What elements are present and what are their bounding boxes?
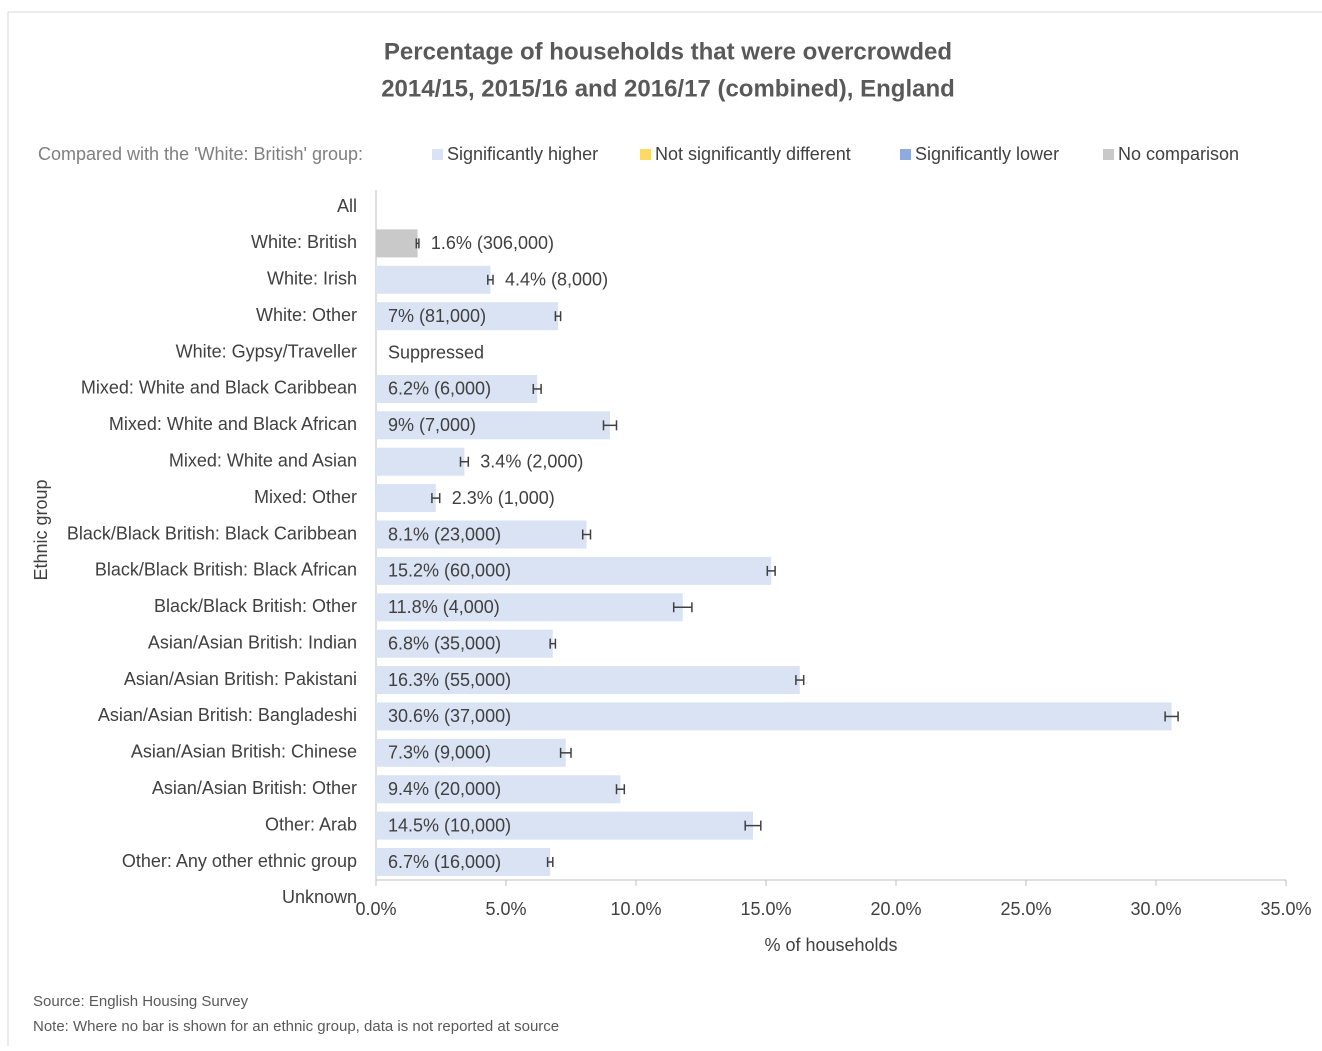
data-label: 6.2% (6,000) [388, 379, 491, 399]
y-tick-label: Asian/Asian British: Bangladeshi [98, 705, 357, 725]
x-tick-label: 15.0% [740, 899, 791, 919]
data-label: 1.6% (306,000) [431, 233, 554, 253]
y-tick-label: Black/Black British: Black Caribbean [67, 523, 357, 543]
bar [376, 302, 558, 331]
source: Source: English Housing Survey [33, 993, 249, 1010]
legend-swatch [432, 149, 443, 160]
data-label: 6.7% (16,000) [388, 852, 501, 872]
y-tick-label: Black/Black British: Black African [95, 560, 357, 580]
data-label: 2.3% (1,000) [452, 488, 555, 508]
x-tick-label: 10.0% [610, 899, 661, 919]
data-label: 3.4% (2,000) [480, 451, 583, 471]
x-tick-label: 25.0% [1000, 899, 1051, 919]
y-axis-label: Ethnic group [31, 479, 51, 580]
x-tick-label: 30.0% [1130, 899, 1181, 919]
y-tick-label: Other: Arab [265, 814, 357, 834]
x-tick-label: 5.0% [485, 899, 526, 919]
y-tick-label: Mixed: White and Asian [169, 450, 357, 470]
data-label: 6.8% (35,000) [388, 633, 501, 653]
y-tick-label: White: Irish [267, 269, 357, 289]
data-label: 9.4% (20,000) [388, 779, 501, 799]
data-label: 7.3% (9,000) [388, 743, 491, 763]
data-label: 14.5% (10,000) [388, 815, 511, 835]
y-tick-label: Asian/Asian British: Pakistani [124, 669, 357, 689]
x-tick-label: 20.0% [870, 899, 921, 919]
y-tick-label: Mixed: White and Black Caribbean [81, 378, 357, 398]
bar [376, 629, 553, 658]
bar [376, 520, 587, 549]
x-tick-label: 0.0% [355, 899, 396, 919]
bar [376, 556, 772, 585]
y-tick-label: White: Other [256, 305, 357, 325]
bar [376, 229, 418, 258]
data-label: 30.6% (37,000) [388, 706, 511, 726]
bar [376, 447, 465, 476]
bar [376, 593, 683, 622]
legend-swatch [1103, 149, 1114, 160]
legend-label: Significantly higher [447, 144, 598, 164]
legend-label: No comparison [1118, 144, 1239, 164]
y-tick-label: Asian/Asian British: Indian [148, 632, 357, 652]
x-tick-label: 35.0% [1260, 899, 1311, 919]
bar [376, 738, 566, 767]
data-label: 7% (81,000) [388, 306, 486, 326]
data-label: 8.1% (23,000) [388, 524, 501, 544]
legend-label: Not significantly different [655, 144, 851, 164]
chart-title: Percentage of households that were overc… [384, 38, 952, 65]
bar [376, 775, 621, 804]
note: Note: Where no bar is shown for an ethni… [33, 1018, 559, 1035]
data-label: 11.8% (4,000) [388, 597, 500, 617]
y-tick-label: Asian/Asian British: Chinese [131, 742, 357, 762]
x-axis-label: % of households [764, 935, 897, 955]
legend-label: Significantly lower [915, 144, 1059, 164]
y-tick-label: Other: Any other ethnic group [122, 851, 357, 871]
data-label: 15.2% (60,000) [388, 561, 511, 581]
legend-title: Compared with the 'White: British' group… [38, 144, 363, 164]
data-label: 9% (7,000) [388, 415, 476, 435]
bar [376, 265, 491, 294]
y-tick-label: Unknown [282, 887, 357, 907]
bar [376, 666, 800, 695]
legend-swatch [900, 149, 911, 160]
y-tick-label: White: Gypsy/Traveller [176, 341, 357, 361]
y-tick-label: All [337, 196, 357, 216]
y-tick-label: Mixed: Other [254, 487, 357, 507]
bar [376, 374, 538, 403]
chart-subtitle: 2014/15, 2015/16 and 2016/17 (combined),… [381, 75, 955, 102]
data-label: 16.3% (55,000) [388, 670, 511, 690]
legend-swatch [640, 149, 651, 160]
y-tick-label: Mixed: White and Black African [109, 414, 357, 434]
data-label: 4.4% (8,000) [505, 270, 608, 290]
y-tick-label: White: British [251, 232, 357, 252]
bar [376, 848, 551, 876]
bar [376, 811, 753, 840]
bar [376, 484, 436, 513]
frame [7, 11, 1322, 1051]
y-tick-label: Black/Black British: Other [154, 596, 357, 616]
bar [376, 702, 1172, 731]
bar [376, 411, 610, 440]
y-tick-label: Asian/Asian British: Other [152, 778, 357, 798]
data-label: Suppressed [388, 342, 484, 362]
